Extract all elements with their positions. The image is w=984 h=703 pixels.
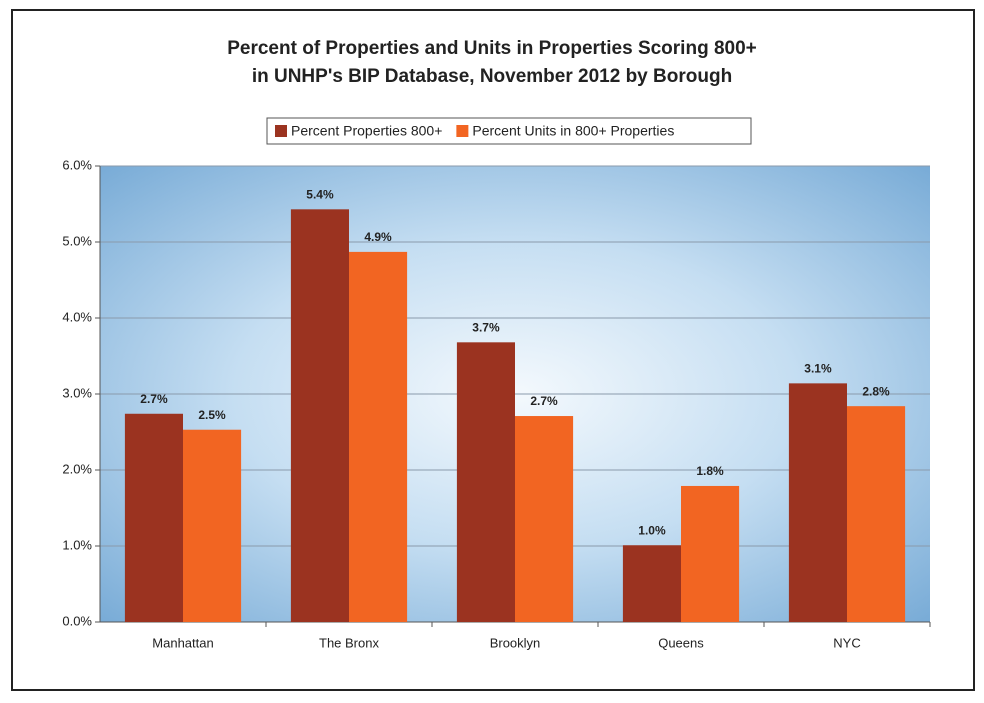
y-tick-label: 2.0% (62, 461, 92, 476)
value-label: 2.8% (862, 384, 890, 398)
legend (266, 117, 752, 145)
legend-label: Percent Properties 800+ (291, 123, 442, 139)
bar (622, 545, 681, 622)
bar (681, 485, 740, 622)
value-label: 1.8% (696, 464, 724, 478)
bar (183, 429, 242, 622)
bar (515, 416, 574, 622)
chart-title: Percent of Properties and Units in Prope… (227, 38, 757, 59)
y-tick-label: 3.0% (62, 385, 92, 400)
bar (847, 406, 906, 622)
x-tick-label: NYC (833, 635, 860, 650)
x-tick-label: Queens (658, 635, 704, 650)
y-tick-label: 5.0% (62, 233, 92, 248)
bar (124, 413, 183, 622)
value-label: 2.7% (530, 394, 558, 408)
y-tick-label: 1.0% (62, 537, 92, 552)
x-tick-label: Brooklyn (490, 635, 541, 650)
bar (349, 251, 408, 622)
legend-swatch (275, 125, 287, 137)
bar (290, 209, 349, 622)
value-label: 3.7% (472, 320, 500, 334)
value-label: 4.9% (364, 230, 392, 244)
legend-swatch (456, 125, 469, 137)
x-tick-label: Manhattan (152, 635, 213, 650)
y-tick-label: 4.0% (62, 309, 92, 324)
value-label: 1.0% (638, 523, 666, 537)
value-label: 2.5% (198, 408, 226, 422)
value-label: 5.4% (306, 187, 334, 201)
bar (788, 383, 847, 622)
value-label: 3.1% (804, 362, 832, 376)
bar (456, 342, 515, 622)
legend-label: Percent Units in 800+ Properties (472, 123, 674, 139)
y-tick-label: 6.0% (62, 157, 92, 172)
value-label: 2.7% (140, 392, 168, 406)
y-tick-label: 0.0% (62, 613, 92, 628)
x-tick-label: The Bronx (319, 635, 379, 650)
chart-title: in UNHP's BIP Database, November 2012 by… (252, 66, 732, 87)
